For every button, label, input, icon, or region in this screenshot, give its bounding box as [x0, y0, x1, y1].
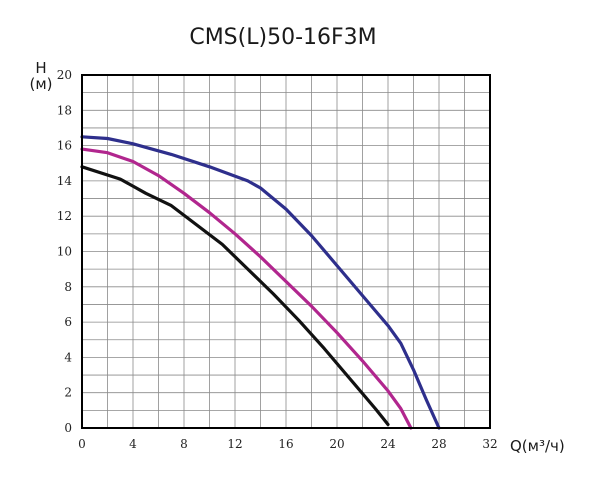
- x-tick-label: 32: [482, 437, 497, 451]
- x-tick-label: 8: [180, 437, 188, 451]
- y-tick-label: 6: [64, 315, 72, 329]
- x-axis-label: Q(м³/ч): [510, 437, 565, 455]
- y-tick-label: 12: [57, 209, 72, 223]
- x-tick-label: 24: [380, 437, 396, 451]
- y-tick-label: 16: [57, 139, 72, 153]
- x-tick-label: 16: [278, 437, 293, 451]
- grid: [82, 75, 490, 428]
- y-tick-label: 10: [57, 245, 72, 259]
- x-tick-label: 4: [129, 437, 137, 451]
- y-axis-label-h: H: [35, 59, 46, 77]
- curves: [80, 135, 441, 430]
- y-tick-label: 18: [57, 103, 72, 117]
- y-tick-label: 20: [57, 68, 72, 82]
- x-tick-label: 12: [227, 437, 242, 451]
- y-tick-label: 8: [64, 280, 72, 294]
- x-tick-labels: 0 4 8 12 16 20 24 28 32: [78, 437, 497, 451]
- y-tick-label: 0: [64, 421, 72, 435]
- curve-line-3: [80, 165, 390, 427]
- y-tick-label: 14: [57, 174, 73, 188]
- chart-title: CMS(L)50-16F3M: [189, 25, 376, 50]
- x-tick-label: 0: [78, 437, 86, 451]
- curve-line-2: [80, 147, 413, 430]
- y-tick-labels: 0 2 4 6 8 10 12 14 16 18 20: [57, 68, 73, 435]
- curve-line-1: [80, 135, 441, 430]
- x-tick-label: 20: [329, 437, 344, 451]
- x-tick-label: 28: [431, 437, 446, 451]
- y-tick-label: 2: [64, 386, 72, 400]
- y-tick-label: 4: [64, 350, 72, 364]
- y-axis-label-unit: (м): [29, 75, 52, 93]
- plot-frame: [81, 74, 491, 429]
